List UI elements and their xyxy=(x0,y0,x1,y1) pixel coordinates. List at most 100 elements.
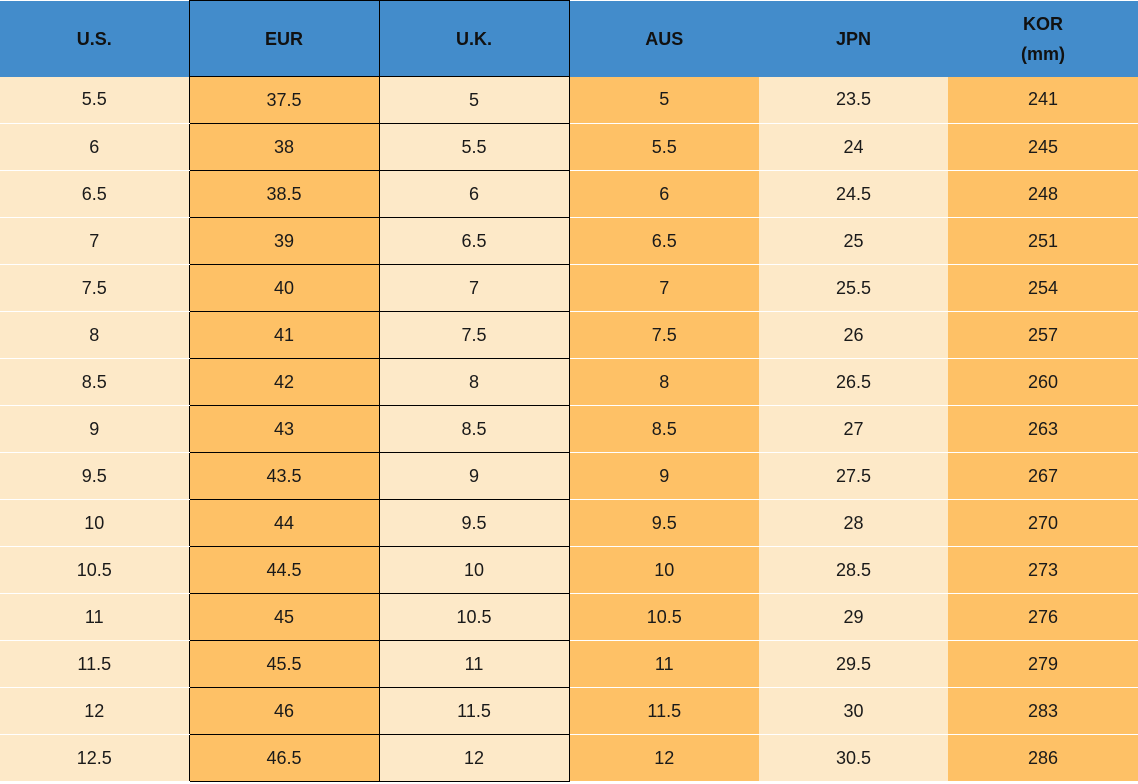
table-cell: 248 xyxy=(948,170,1138,218)
table-cell: 270 xyxy=(948,499,1138,547)
table-cell: 26.5 xyxy=(759,358,948,406)
table-cell: 9 xyxy=(378,452,570,500)
table-row: 9.5 43.5 9 9 27.5 267 xyxy=(0,452,1138,500)
table-cell: 12 xyxy=(0,687,189,735)
table-cell: 251 xyxy=(948,217,1138,265)
table-cell: 38.5 xyxy=(188,170,380,218)
table-cell: 241 xyxy=(948,76,1138,124)
column-header: EUR xyxy=(188,0,380,77)
table-cell: 263 xyxy=(948,405,1138,453)
table-cell: 45 xyxy=(188,593,380,641)
table-cell: 9.5 xyxy=(0,452,189,500)
table-cell: 7 xyxy=(569,264,759,312)
table-cell: 12 xyxy=(378,734,570,782)
table-cell: 25 xyxy=(759,217,948,265)
table-cell: 42 xyxy=(188,358,380,406)
table-cell: 8 xyxy=(0,311,189,359)
table-cell: 283 xyxy=(948,687,1138,735)
table-cell: 43 xyxy=(188,405,380,453)
table-cell: 46.5 xyxy=(188,734,380,782)
table-cell: 260 xyxy=(948,358,1138,406)
table-row: 6 38 5.5 5.5 24 245 xyxy=(0,123,1138,171)
table-cell: 12.5 xyxy=(0,734,189,782)
table-cell: 11 xyxy=(378,640,570,688)
table-cell: 279 xyxy=(948,640,1138,688)
table-cell: 5 xyxy=(378,76,570,124)
column-header: U.S. xyxy=(0,0,189,77)
column-header: KOR (mm) xyxy=(948,0,1138,77)
table-cell: 5 xyxy=(569,76,759,124)
table-cell: 6.5 xyxy=(569,217,759,265)
table-cell: 257 xyxy=(948,311,1138,359)
table-cell: 7.5 xyxy=(0,264,189,312)
table-cell: 267 xyxy=(948,452,1138,500)
table-cell: 8 xyxy=(378,358,570,406)
table-cell: 24 xyxy=(759,123,948,171)
table-cell: 6 xyxy=(0,123,189,171)
table-row: 10 44 9.5 9.5 28 270 xyxy=(0,499,1138,547)
table-cell: 26 xyxy=(759,311,948,359)
table-cell: 45.5 xyxy=(188,640,380,688)
table-row: 10.5 44.5 10 10 28.5 273 xyxy=(0,546,1138,594)
table-cell: 27.5 xyxy=(759,452,948,500)
table-cell: 8.5 xyxy=(378,405,570,453)
table-cell: 11 xyxy=(0,593,189,641)
table-cell: 11.5 xyxy=(569,687,759,735)
table-row: 8 41 7.5 7.5 26 257 xyxy=(0,311,1138,359)
table-cell: 27 xyxy=(759,405,948,453)
column-header: U.K. xyxy=(378,0,570,77)
table-cell: 5.5 xyxy=(0,76,189,124)
table-cell: 7 xyxy=(0,217,189,265)
table-row: 12.5 46.5 12 12 30.5 286 xyxy=(0,734,1138,782)
table-cell: 29 xyxy=(759,593,948,641)
table-row: 9 43 8.5 8.5 27 263 xyxy=(0,405,1138,453)
table-row: 8.5 42 8 8 26.5 260 xyxy=(0,358,1138,406)
table-row: 7.5 40 7 7 25.5 254 xyxy=(0,264,1138,312)
table-cell: 12 xyxy=(569,734,759,782)
table-body: 5.5 37.5 5 5 23.5 241 6 38 5.5 5.5 24 245 6.5 38.5 6 6 2… xyxy=(0,76,1138,782)
table-cell: 254 xyxy=(948,264,1138,312)
table-cell: 46 xyxy=(188,687,380,735)
table-cell: 30 xyxy=(759,687,948,735)
column-header: JPN xyxy=(759,0,948,77)
table-cell: 6.5 xyxy=(0,170,189,218)
table-cell: 25.5 xyxy=(759,264,948,312)
table-row: 5.5 37.5 5 5 23.5 241 xyxy=(0,76,1138,124)
table-cell: 8 xyxy=(569,358,759,406)
table-cell: 10 xyxy=(0,499,189,547)
table-cell: 28 xyxy=(759,499,948,547)
header-row: U.S. EUR U.K. AUS JPN KOR (mm) xyxy=(0,0,1138,77)
table-row: 12 46 11.5 11.5 30 283 xyxy=(0,687,1138,735)
table-cell: 7.5 xyxy=(569,311,759,359)
table-cell: 286 xyxy=(948,734,1138,782)
table-cell: 5.5 xyxy=(378,123,570,171)
table-cell: 10.5 xyxy=(378,593,570,641)
table-cell: 6 xyxy=(378,170,570,218)
table-cell: 10 xyxy=(569,546,759,594)
table-cell: 11.5 xyxy=(378,687,570,735)
table-cell: 8.5 xyxy=(0,358,189,406)
table-cell: 7.5 xyxy=(378,311,570,359)
table-row: 7 39 6.5 6.5 25 251 xyxy=(0,217,1138,265)
table-cell: 6.5 xyxy=(378,217,570,265)
table-cell: 9.5 xyxy=(378,499,570,547)
table-cell: 28.5 xyxy=(759,546,948,594)
table-cell: 6 xyxy=(569,170,759,218)
table-header: U.S. EUR U.K. AUS JPN KOR (mm) xyxy=(0,0,1138,77)
table-cell: 9 xyxy=(0,405,189,453)
table-cell: 9.5 xyxy=(569,499,759,547)
table-cell: 276 xyxy=(948,593,1138,641)
table-cell: 37.5 xyxy=(188,76,380,124)
column-header: AUS xyxy=(569,0,759,77)
table-cell: 24.5 xyxy=(759,170,948,218)
table-row: 6.5 38.5 6 6 24.5 248 xyxy=(0,170,1138,218)
table-cell: 11.5 xyxy=(0,640,189,688)
table-cell: 11 xyxy=(569,640,759,688)
table-cell: 44 xyxy=(188,499,380,547)
table-cell: 38 xyxy=(188,123,380,171)
table-cell: 43.5 xyxy=(188,452,380,500)
table-cell: 23.5 xyxy=(759,76,948,124)
table-row: 11.5 45.5 11 11 29.5 279 xyxy=(0,640,1138,688)
